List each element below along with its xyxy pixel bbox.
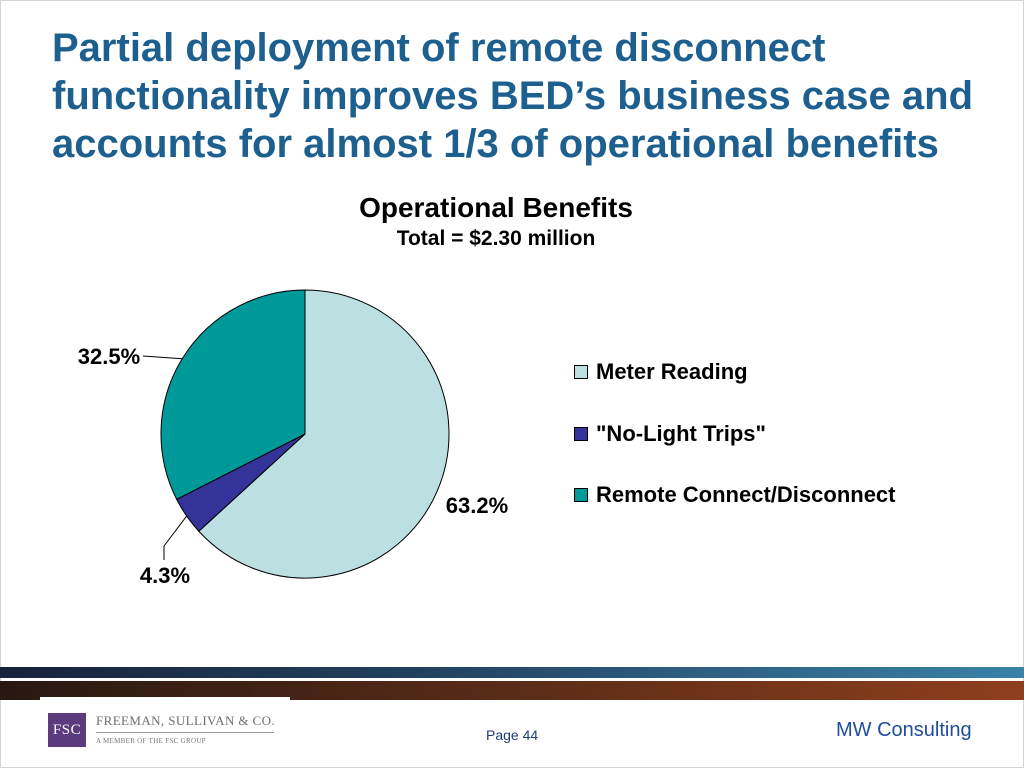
logo-divider xyxy=(40,697,290,700)
chart-subtitle: Total = $2.30 million xyxy=(396,227,596,250)
footer-band-brown xyxy=(0,681,1024,700)
legend-item-meter-reading: Meter Reading xyxy=(574,359,748,385)
logo-name: FREEMAN, SULLIVAN & CO. xyxy=(96,713,276,728)
pie-chart: 63.2% 4.3% 32.5% xyxy=(78,289,508,588)
slide-title: Partial deployment of remote disconnect … xyxy=(52,24,973,168)
legend-item-remote-connect-disconnect: Remote Connect/Disconnect xyxy=(574,482,896,508)
chart-title: Operational Benefits xyxy=(359,192,633,223)
legend-swatch xyxy=(574,365,588,379)
footer-band-blue xyxy=(0,667,1024,678)
slide-title-line: functionality improves BED’s business ca… xyxy=(52,74,974,118)
logo-rule xyxy=(96,732,274,733)
slide-title-line: accounts for almost 1/3 of operational b… xyxy=(52,122,939,166)
legend-swatch xyxy=(574,427,588,441)
page-number: Page 44 xyxy=(486,727,539,743)
legend-label: Meter Reading xyxy=(596,359,748,384)
leader-line xyxy=(142,355,183,360)
legend-swatch xyxy=(574,488,588,502)
pie-slice-meter-reading xyxy=(198,289,450,579)
leader-line xyxy=(163,515,188,560)
slide-title-line: Partial deployment of remote disconnect xyxy=(52,26,826,70)
logo-tagline: A MEMBER OF THE FSC GROUP xyxy=(96,737,206,745)
data-label-no-light-trips: 4.3% xyxy=(140,563,190,588)
legend-label: "No-Light Trips" xyxy=(596,421,766,446)
data-label-meter-reading: 63.2% xyxy=(446,493,508,518)
data-label-remote-connect-disconnect: 32.5% xyxy=(78,344,140,369)
legend-item-no-light-trips: "No-Light Trips" xyxy=(574,421,766,447)
legend-label: Remote Connect/Disconnect xyxy=(596,482,896,507)
logo-mark: FSC xyxy=(48,713,86,747)
footer-company: MW Consulting xyxy=(836,719,972,741)
